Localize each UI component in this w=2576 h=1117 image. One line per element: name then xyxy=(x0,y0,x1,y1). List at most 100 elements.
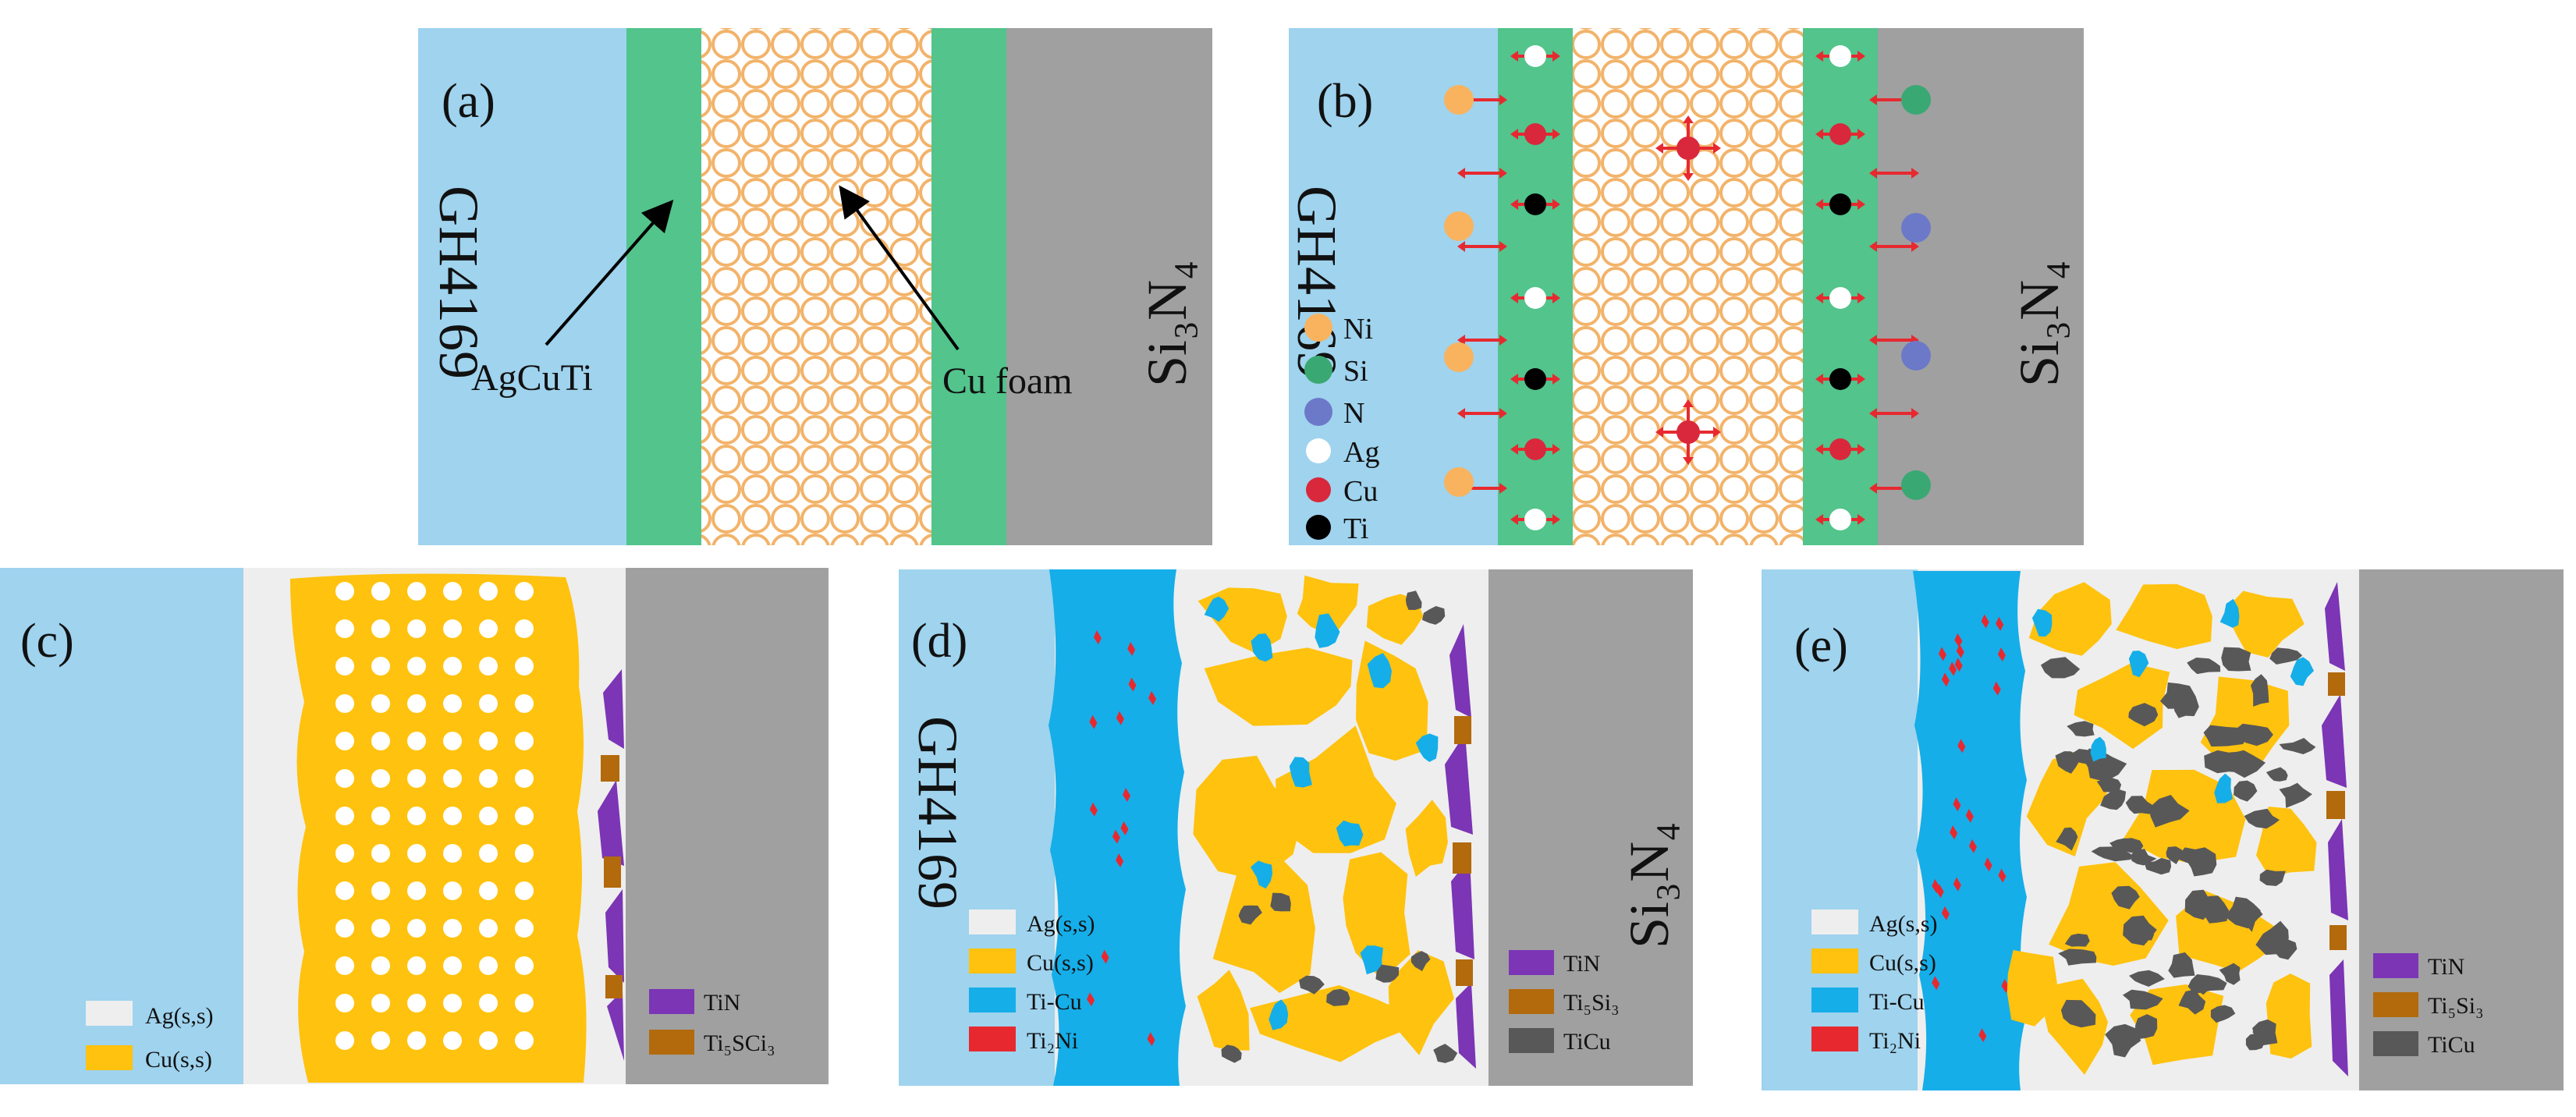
ti-cu-inclusion xyxy=(2031,608,2053,637)
arrow-head xyxy=(1683,115,1694,123)
ag-ss-label: Ag(s,s) xyxy=(1869,911,1938,937)
arrow-head xyxy=(1713,427,1721,438)
arrow-head xyxy=(1510,199,1518,210)
substrate-atom xyxy=(1901,341,1931,371)
cu-foam-hole xyxy=(371,582,390,601)
tin-grain xyxy=(1449,624,1471,718)
n-legend-label: N xyxy=(1343,397,1364,430)
tin-grain xyxy=(1445,733,1473,835)
filler-atom xyxy=(1829,287,1851,309)
cu-foam-hole xyxy=(335,919,354,938)
ti2ni-grain xyxy=(1953,797,1961,812)
ti2ni-grain xyxy=(1981,614,1989,629)
ti2ni-grain xyxy=(1984,857,1992,872)
arrow-head xyxy=(1552,444,1560,455)
tin-grain xyxy=(2325,582,2345,671)
ti-cu-inclusion xyxy=(2214,773,2233,803)
ni-legend-label: Ni xyxy=(1343,313,1373,346)
cu-foam-hole xyxy=(515,657,534,676)
ti-cu-inclusion xyxy=(1415,733,1439,762)
ticu-grain xyxy=(2234,780,2258,802)
cu-foam-hole xyxy=(407,807,426,825)
ti2ni-particles xyxy=(1932,614,2010,1043)
arrow-head xyxy=(1815,514,1823,525)
tin-layer xyxy=(2322,582,2348,1076)
ticu-grain xyxy=(2100,789,2127,810)
filler-atom xyxy=(1524,438,1546,460)
arrow-head xyxy=(1815,199,1823,210)
cu-foam-hole xyxy=(407,694,426,713)
cu-foam-hole xyxy=(443,881,462,900)
ti2ni-grain xyxy=(1148,690,1157,705)
tin-label: TiN xyxy=(1563,951,1600,977)
ticu-grain xyxy=(2244,808,2280,829)
ticu-grain xyxy=(2178,989,2206,1015)
cu-foam-hole xyxy=(479,1031,498,1050)
tin-swatch xyxy=(1509,950,1554,975)
ti5si3-grain xyxy=(1456,959,1473,986)
si-legend-label: Si xyxy=(1343,355,1368,388)
cu-foam-hole xyxy=(443,919,462,938)
cu-foam-hole xyxy=(335,769,354,788)
cu-foam-hole xyxy=(371,619,390,638)
ti-cu-inclusion xyxy=(2290,657,2314,686)
legend-right: TiN Ti₅Si₃ TiCu xyxy=(2373,953,2484,1058)
tin-grain xyxy=(603,669,624,749)
cu-foam-hole xyxy=(335,956,354,975)
ti-cu-inclusion xyxy=(2128,651,2149,678)
arrow-head xyxy=(1510,293,1518,303)
ti2ni-grain xyxy=(1089,802,1098,817)
ticu-grain xyxy=(2259,869,2286,886)
ti-cu-layer xyxy=(1913,571,2027,1090)
ticu-grain xyxy=(2269,647,2303,665)
ti2ni-grain xyxy=(1128,677,1137,692)
ticu-grain xyxy=(1270,892,1291,912)
arrow-head xyxy=(1499,168,1507,179)
filler-atom xyxy=(1829,123,1851,145)
cu-foam-hole xyxy=(479,694,498,713)
ti5si3-grain xyxy=(2328,672,2345,696)
tin-label: TiN xyxy=(2428,954,2464,980)
arrow-head xyxy=(1911,241,1919,252)
ticu-grain xyxy=(2184,889,2212,920)
ti2ni-grain xyxy=(1978,1028,1987,1043)
ti-cu-label: Ti-Cu xyxy=(1027,989,1082,1015)
cu-foam-hole xyxy=(515,769,534,788)
ti2ni-label: Ti₂Ni xyxy=(1027,1028,1078,1054)
cu-foam-hole xyxy=(407,844,426,863)
ni-atom xyxy=(1444,342,1474,372)
agcuti-layer-right xyxy=(931,28,1006,545)
cu-foam-hole xyxy=(407,619,426,638)
ti-cu-swatch xyxy=(1811,988,1858,1012)
ti2ni-grain xyxy=(1093,630,1102,645)
cu-foam-hole xyxy=(479,807,498,825)
cu-foam-hole xyxy=(407,732,426,750)
tin-grain xyxy=(1456,983,1476,1069)
ticu-grain xyxy=(2125,796,2156,814)
cu-foam-hole xyxy=(335,844,354,863)
ticu-grain xyxy=(2133,928,2155,941)
arrow-head xyxy=(1911,168,1919,179)
arrow-head xyxy=(1911,408,1919,419)
ticu-grain xyxy=(2058,949,2097,966)
cu-ss-band xyxy=(290,573,587,1083)
panel-label: (b) xyxy=(1317,75,1373,128)
ti-cu-label: Ti-Cu xyxy=(1869,989,1925,1015)
tin-label: TiN xyxy=(704,990,740,1016)
cu-foam-hole xyxy=(371,769,390,788)
arrow-head xyxy=(1552,51,1560,62)
ti2ni-label: Ti₂Ni xyxy=(1869,1028,1921,1054)
cu-ss-label: Cu(s,s) xyxy=(1027,950,1094,976)
cu-ss-island xyxy=(1297,575,1359,637)
ticu-grain xyxy=(2040,657,2081,679)
ti5si3-grain xyxy=(601,755,619,782)
arrow-head xyxy=(1552,129,1560,140)
cu-ss-island xyxy=(1193,755,1304,881)
cu-foam-hole xyxy=(335,694,354,713)
filler-atom xyxy=(1829,193,1851,215)
ti2ni-grain xyxy=(1127,641,1136,656)
cu-foam-hole xyxy=(515,881,534,900)
tin-grain xyxy=(2322,694,2347,788)
panel-label: (d) xyxy=(911,615,967,668)
ticu-grain xyxy=(2159,682,2196,709)
